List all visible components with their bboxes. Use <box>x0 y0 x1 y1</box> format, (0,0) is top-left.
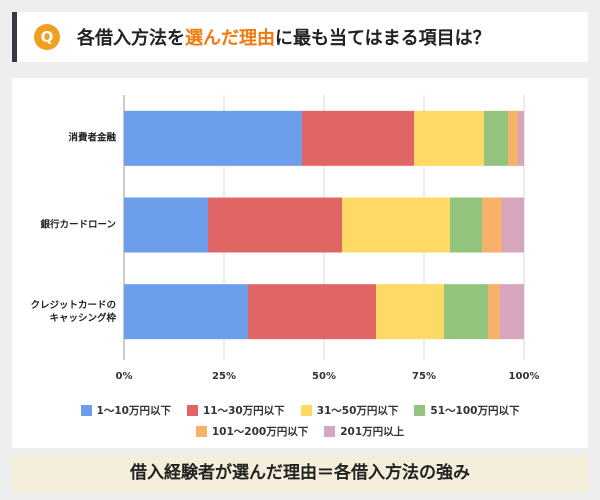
x-tick-label: 75% <box>412 371 436 382</box>
legend-swatch <box>414 405 426 416</box>
y-tick-label: クレジットカードの キャッシング枠 <box>30 299 116 324</box>
title-highlight: 選んだ理由 <box>185 28 275 49</box>
bar-segment <box>502 197 524 253</box>
legend-swatch <box>186 405 198 416</box>
bar-segment <box>124 284 248 340</box>
legend-swatch <box>300 405 312 416</box>
y-tick-label: 消費者金融 <box>68 132 116 144</box>
legend-label: 1～10万円以下 <box>96 405 171 417</box>
legend-label: 51～100万円以下 <box>430 405 520 417</box>
header: Q 各借入方法を選んだ理由に最も当てはまる項目は？ <box>12 12 588 62</box>
legend: 1～10万円以下 11～30万円以下 31～50万円以下 51～100万円以下 101～… <box>60 403 540 439</box>
x-tick-label: 50% <box>312 371 336 382</box>
bar-segment <box>124 110 302 166</box>
x-tick-label: 0% <box>116 371 133 382</box>
title-part: に最も当てはまる項目は？ <box>275 28 491 49</box>
legend-swatch <box>324 426 336 437</box>
bar-segment <box>124 197 208 253</box>
legend-item: 201万円以上 <box>324 424 404 439</box>
legend-item: 1～10万円以下 <box>80 403 171 418</box>
chart: 0% 25% 50% 75% 100% <box>12 78 588 448</box>
bar-segment <box>444 284 488 340</box>
x-tick-label: 25% <box>212 371 236 382</box>
legend-label: 31～50万円以下 <box>316 405 399 417</box>
legend-label: 101～200万円以下 <box>211 426 309 438</box>
q-icon: Q <box>34 24 60 50</box>
banner: 借入経験者が選んだ理由＝各借入方法の強み <box>12 455 588 492</box>
bar-segment <box>518 110 524 166</box>
legend-item: 51～100万円以下 <box>414 403 519 418</box>
bar-segment <box>208 197 342 253</box>
legend-swatch <box>80 405 92 416</box>
bar-segment <box>484 110 508 166</box>
legend-swatch <box>195 426 207 437</box>
title: 各借入方法を選んだ理由に最も当てはまる項目は？ <box>77 24 491 50</box>
bar-segment <box>414 110 484 166</box>
bar-segment <box>302 110 414 166</box>
legend-item: 31～50万円以下 <box>300 403 399 418</box>
bar-segment <box>488 284 500 340</box>
x-tick-label: 100% <box>509 371 540 382</box>
bar-segment <box>450 197 482 253</box>
bar-segment <box>500 284 524 340</box>
legend-label: 201万円以上 <box>340 426 405 438</box>
title-part: 各借入方法を <box>77 28 185 49</box>
y-tick-label: 銀行カードローン <box>40 219 116 231</box>
bar-segment <box>248 284 376 340</box>
legend-item: 101～200万円以下 <box>195 424 309 439</box>
legend-item: 11～30万円以下 <box>186 403 285 418</box>
bar-segment <box>508 110 518 166</box>
legend-label: 11～30万円以下 <box>202 405 285 417</box>
bar-segment <box>342 197 450 253</box>
bar-segment <box>376 284 444 340</box>
bar-segment <box>482 197 502 253</box>
